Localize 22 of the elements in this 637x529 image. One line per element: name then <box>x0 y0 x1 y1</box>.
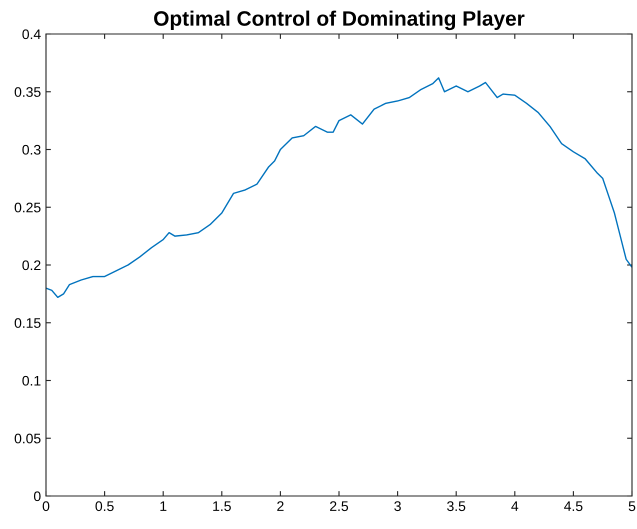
x-tick-label: 2.5 <box>330 501 348 512</box>
line-series <box>46 77 632 298</box>
x-tick-label: 1.5 <box>213 501 231 512</box>
x-tick-label: 2 <box>277 501 284 511</box>
y-tick-label: 0.25 <box>14 202 41 212</box>
x-tick-label: 4.5 <box>564 501 582 512</box>
x-tick-label: 0 <box>42 501 50 512</box>
y-tick-label: 0.35 <box>14 87 41 97</box>
y-tick-label: 0.4 <box>22 29 41 40</box>
y-tick-label: 0.2 <box>22 260 40 270</box>
chart-title: Optimal Control of Dominating Player <box>154 10 524 30</box>
y-tick-label: 0.3 <box>22 144 41 155</box>
y-tick-label: 0 <box>34 491 41 502</box>
x-tick-label: 4 <box>511 501 518 511</box>
x-tick-label: 0.5 <box>95 501 114 512</box>
x-tick-label: 3.5 <box>447 501 466 512</box>
y-tick-label: 0.15 <box>14 318 41 328</box>
x-tick-label: 1 <box>160 501 166 511</box>
x-tick-label: 5 <box>628 501 636 512</box>
y-tick-label: 0.05 <box>14 434 41 444</box>
y-tick-label: 0.1 <box>22 376 40 386</box>
x-tick-label: 3 <box>394 501 401 512</box>
